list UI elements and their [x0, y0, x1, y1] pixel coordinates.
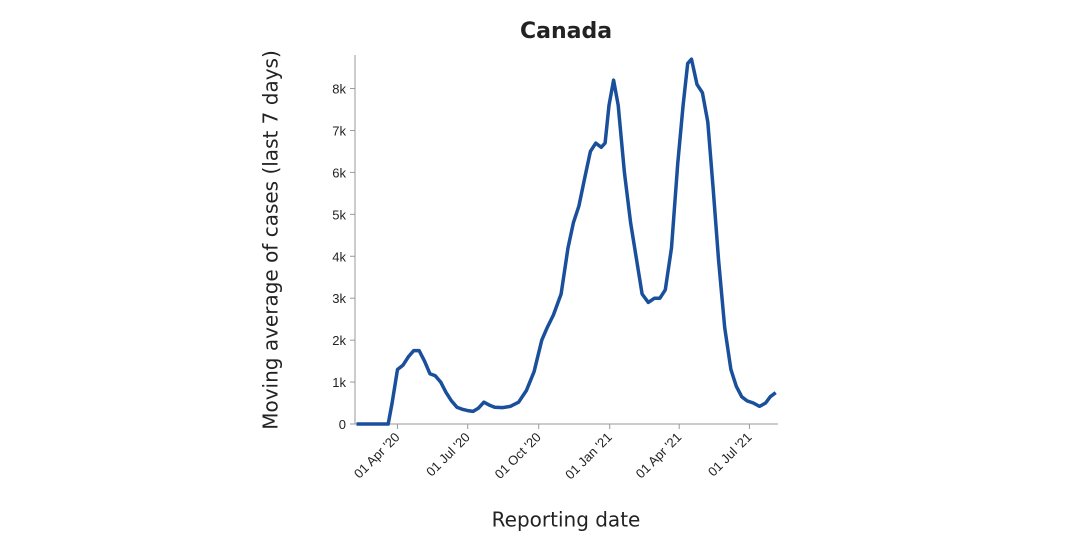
y-tick-label: 4k [332, 249, 346, 264]
y-tick-label: 5k [332, 207, 346, 222]
x-axis-title: Reporting date [492, 508, 641, 532]
y-tick-label: 1k [332, 375, 346, 390]
y-tick-label: 3k [332, 291, 346, 306]
x-tick-label: 01 Jan '21 [562, 430, 615, 483]
x-tick-label: 01 Apr '21 [633, 430, 685, 482]
y-axis-title: Moving average of cases (last 7 days) [259, 50, 283, 430]
chart-title: Canada [520, 19, 612, 44]
y-tick-label: 8k [332, 82, 346, 97]
y-tick-label: 6k [332, 165, 346, 180]
y-tick-label: 0 [339, 417, 346, 432]
y-tick-label: 7k [332, 123, 346, 138]
x-tick-label: 01 Jul '21 [705, 430, 755, 480]
y-tick-label: 2k [332, 333, 346, 348]
x-tick-label: 01 Apr '20 [351, 430, 403, 482]
x-tick-label: 01 Oct '20 [492, 430, 544, 482]
line [356, 57, 777, 426]
x-tick-label: 01 Jul '20 [423, 430, 473, 480]
